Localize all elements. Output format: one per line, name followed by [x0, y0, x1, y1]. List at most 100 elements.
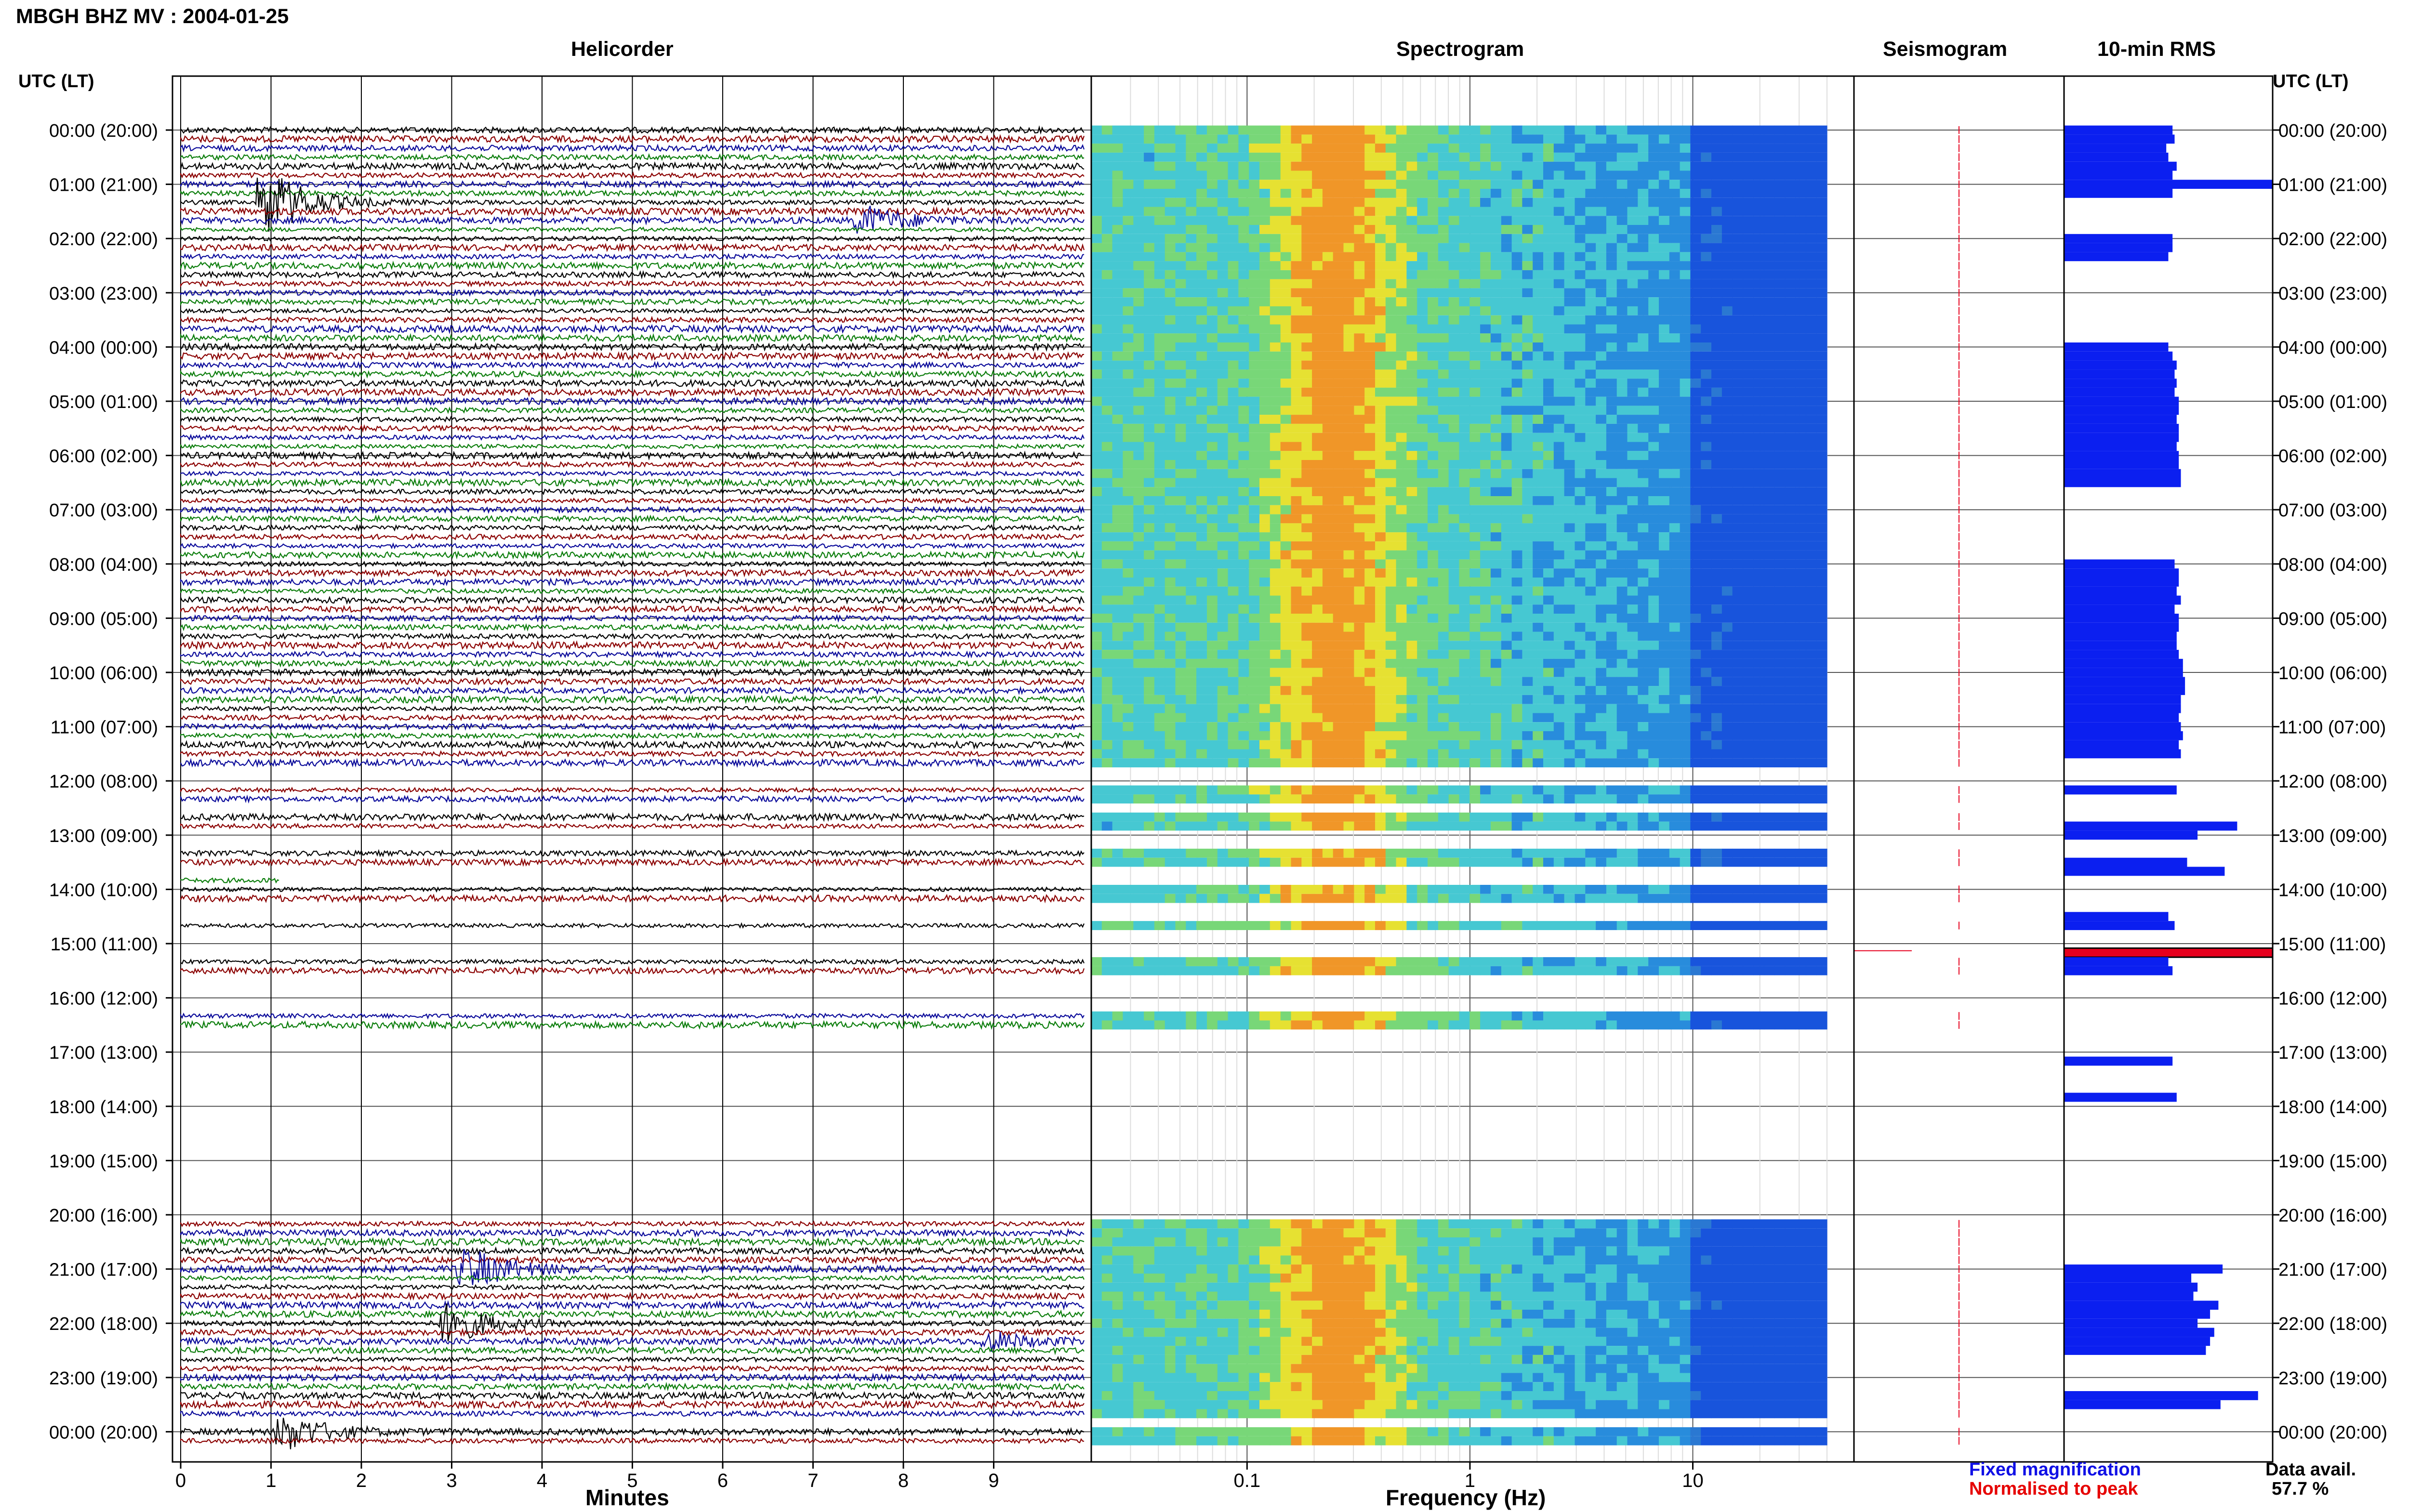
spectrogram-cell — [1196, 415, 1207, 424]
spectrogram-cell — [1501, 189, 1512, 198]
spectrogram-cell — [1585, 478, 1596, 487]
spectrogram-cell — [1490, 171, 1502, 180]
spectrogram-cell — [1259, 559, 1271, 569]
spectrogram-cell — [1448, 270, 1460, 279]
spectrogram-cell — [1553, 460, 1565, 469]
helicorder-trace — [180, 605, 1085, 614]
spectrogram-cell — [1616, 695, 1628, 704]
spectrogram-cell — [1680, 451, 1691, 460]
spectrogram-cell — [1669, 415, 1681, 424]
spectrogram-cell — [1711, 686, 1722, 695]
spectrogram-cell — [1375, 595, 1386, 605]
spectrogram-cell — [1638, 152, 1649, 162]
spectrogram-cell — [1228, 713, 1239, 723]
spectrogram-cell — [1459, 650, 1470, 659]
spectrogram-cell — [1428, 197, 1439, 207]
spectrogram-cell — [1553, 722, 1565, 731]
spectrogram-cell — [1669, 586, 1681, 596]
spectrogram-cell — [1249, 605, 1260, 614]
spectrogram-cell — [1721, 614, 1733, 623]
spectrogram-cell — [1721, 197, 1733, 207]
spectrogram-cell — [1490, 423, 1502, 433]
spectrogram-cell — [1721, 641, 1733, 650]
spectrogram-cell — [1627, 144, 1638, 153]
spectrogram-cell — [1112, 568, 1123, 578]
spectrogram-cell — [1627, 541, 1638, 551]
spectrogram-cell — [1511, 668, 1522, 677]
spectrogram-cell — [1417, 333, 1428, 342]
spectrogram-cell — [1301, 614, 1312, 623]
spectrogram-cell — [1459, 505, 1470, 514]
spectrogram-cell — [1396, 125, 1407, 135]
spectrogram-cell — [1533, 731, 1544, 740]
spectrogram-cell — [1154, 243, 1165, 252]
spectrogram-cell — [1522, 225, 1533, 234]
spectrogram-cell — [1469, 595, 1481, 605]
spectrogram-cell — [1438, 487, 1449, 497]
spectrogram-cell — [1322, 641, 1334, 650]
spectrogram-cell — [1459, 631, 1470, 641]
spectrogram-cell — [1638, 695, 1649, 704]
spectrogram-cell — [1291, 578, 1302, 587]
spectrogram-cell — [1732, 541, 1744, 551]
spectrogram-cell — [1333, 396, 1344, 406]
spectrogram-cell — [1648, 541, 1659, 551]
spectrogram-cell — [1385, 216, 1397, 225]
spectrogram-cell — [1680, 261, 1691, 270]
spectrogram-cell — [1732, 469, 1744, 478]
spectrogram-cell — [1091, 451, 1102, 460]
spectrogram-cell — [1322, 252, 1334, 262]
spectrogram-cell — [1165, 614, 1176, 623]
spectrogram-cell — [1333, 631, 1344, 641]
spectrogram-cell — [1133, 514, 1144, 524]
spectrogram-cell — [1616, 550, 1628, 560]
spectrogram-cell — [1680, 279, 1691, 289]
spectrogram-cell — [1144, 713, 1155, 723]
spectrogram-cell — [1396, 631, 1407, 641]
spectrogram-cell — [1701, 668, 1712, 677]
spectrogram-cell — [1259, 189, 1271, 198]
spectrogram-cell — [1806, 631, 1817, 641]
spectrogram-cell — [1690, 279, 1701, 289]
spectrogram-cell — [1249, 514, 1260, 524]
spectrogram-cell — [1764, 568, 1775, 578]
spectrogram-cell — [1396, 180, 1407, 189]
spectrogram-cell — [1627, 704, 1638, 713]
spectrogram-cell — [1553, 234, 1565, 243]
spectrogram-cell — [1165, 550, 1176, 560]
spectrogram-cell — [1133, 487, 1144, 497]
spectrogram-cell — [1196, 442, 1207, 451]
spectrogram-cell — [1596, 360, 1607, 370]
spectrogram-cell — [1333, 505, 1344, 514]
spectrogram-cell — [1186, 243, 1197, 252]
spectrogram-cell — [1669, 523, 1681, 533]
spectrogram-cell — [1522, 631, 1533, 641]
spectrogram-cell — [1721, 514, 1733, 524]
spectrogram-cell — [1354, 152, 1365, 162]
spectrogram-cell — [1186, 686, 1197, 695]
spectrogram-cell — [1112, 216, 1123, 225]
spectrogram-cell — [1144, 686, 1155, 695]
spectrogram-cell — [1690, 189, 1701, 198]
spectrogram-cell — [1680, 614, 1691, 623]
spectrogram-cell — [1385, 695, 1397, 704]
spectrogram-cell — [1553, 261, 1565, 270]
spectrogram-cell — [1406, 396, 1417, 406]
spectrogram-cell — [1217, 342, 1229, 352]
spectrogram-cell — [1659, 614, 1670, 623]
spectrogram-cell — [1333, 686, 1344, 695]
spectrogram-cell — [1343, 622, 1354, 632]
spectrogram-cell — [1123, 396, 1134, 406]
spectrogram-cell — [1553, 252, 1565, 262]
spectrogram-cell — [1543, 433, 1554, 442]
spectrogram-cell — [1606, 225, 1617, 234]
spectrogram-cell — [1249, 713, 1260, 723]
spectrogram-cell — [1680, 171, 1691, 180]
helicorder-trace — [180, 577, 1085, 587]
spectrogram-cell — [1385, 207, 1397, 216]
spectrogram-cell — [1806, 460, 1817, 469]
spectrogram-cell — [1564, 396, 1575, 406]
spectrogram-cell — [1511, 586, 1522, 596]
spectrogram-cell — [1385, 152, 1397, 162]
spectrogram-cell — [1091, 396, 1102, 406]
